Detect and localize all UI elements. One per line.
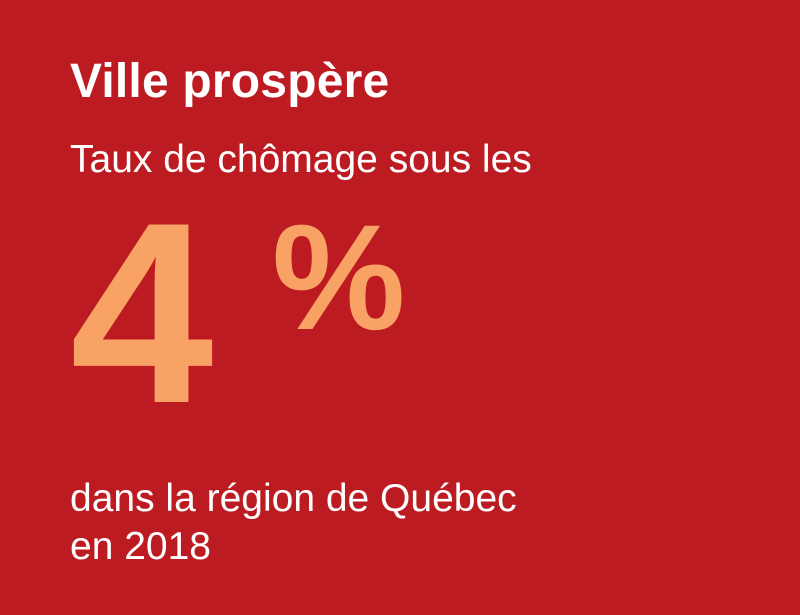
card-title: Ville prospère [70, 55, 390, 108]
caption-line-1: dans la région de Québec [70, 477, 517, 520]
figure-unit: % [272, 193, 406, 361]
caption-line-2: en 2018 [70, 525, 211, 568]
card-subtitle: Taux de chômage sous les [70, 138, 532, 181]
card-caption: dans la région de Québec en 2018 [70, 475, 517, 571]
figure-number: 4 [70, 168, 214, 457]
